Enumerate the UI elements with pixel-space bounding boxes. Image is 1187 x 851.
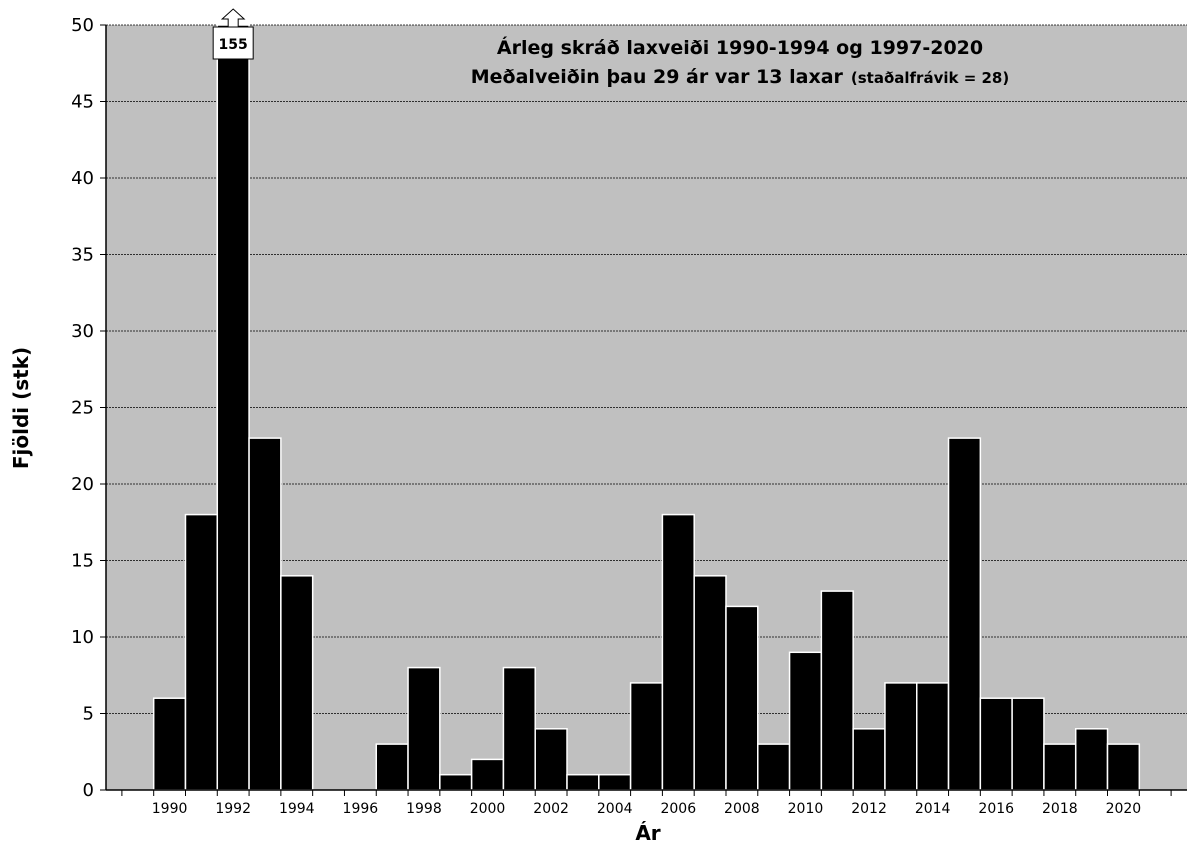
- bar: [947, 437, 982, 791]
- bar: [280, 575, 314, 791]
- bar: [566, 773, 600, 791]
- x-tick-label: 2000: [470, 801, 506, 817]
- y-tick-label: 10: [71, 627, 94, 648]
- x-tick-label: 2010: [788, 801, 824, 817]
- overflow-annotation: 155: [212, 8, 254, 60]
- bar: [1011, 697, 1045, 791]
- bar: [184, 513, 219, 791]
- bar: [852, 728, 886, 791]
- bar: [1043, 743, 1077, 791]
- bar: [502, 666, 536, 791]
- bar: [693, 575, 727, 791]
- y-ticks: 0 5 10 15 20 25 30 35 40 45 50: [71, 15, 106, 801]
- y-tick-label: 30: [71, 321, 94, 342]
- x-tick-label: 2008: [724, 801, 760, 817]
- bar: [598, 773, 632, 791]
- bars: [152, 24, 1141, 791]
- bar: [152, 697, 187, 791]
- chart-title-line2-small: (staðalfrávik = 28): [851, 69, 1009, 87]
- x-tick-label: 1996: [343, 801, 379, 817]
- x-tick-label: 1998: [406, 801, 442, 817]
- x-tick-label: 2012: [851, 801, 887, 817]
- y-tick-label: 35: [71, 245, 94, 266]
- bar: [375, 743, 409, 791]
- bar: [216, 24, 250, 791]
- x-tick-label: 1994: [279, 801, 315, 817]
- x-tick-label: 1992: [215, 801, 251, 817]
- y-tick-label: 40: [71, 168, 94, 189]
- bar: [757, 743, 791, 791]
- y-tick-label: 5: [83, 704, 94, 725]
- x-tick-label: 1990: [152, 801, 188, 817]
- x-ticks: 1990 1992 1994 1996 1998 2000 2002 2004 2006 2008…: [121, 790, 1172, 817]
- bar: [629, 682, 664, 791]
- bar: [1074, 728, 1109, 791]
- chart-title-line2-main: Meðalveiðin þau 29 ár var 13 laxar: [471, 66, 844, 88]
- x-tick-label: 2006: [660, 801, 696, 817]
- x-tick-label: 2002: [533, 801, 569, 817]
- chart-title-line2: Meðalveiðin þau 29 ár var 13 laxar (staða…: [471, 66, 1009, 88]
- y-tick-label: 0: [83, 780, 94, 801]
- x-tick-label: 2004: [597, 801, 633, 817]
- bar: [439, 773, 473, 791]
- y-tick-label: 25: [71, 398, 94, 419]
- x-axis-title: Ár: [635, 821, 660, 845]
- bar: [820, 590, 854, 791]
- y-tick-label: 45: [71, 92, 94, 113]
- bar: [884, 682, 918, 791]
- bar: [916, 682, 950, 791]
- gridlines: [106, 24, 1187, 714]
- x-tick-label: 2018: [1042, 801, 1078, 817]
- bar: [788, 651, 823, 791]
- x-tick-label: 2014: [915, 801, 951, 817]
- bar: [407, 666, 441, 791]
- y-tick-label: 50: [71, 15, 94, 36]
- overflow-arrow-icon: [220, 8, 246, 27]
- overflow-label-box: [212, 26, 254, 60]
- bar: [661, 513, 695, 791]
- bar: [1106, 743, 1141, 791]
- bar: [979, 697, 1013, 791]
- bar: [470, 758, 505, 791]
- bar: [534, 728, 568, 791]
- y-tick-label: 15: [71, 551, 94, 572]
- x-tick-label: 2016: [978, 801, 1014, 817]
- y-axis-title: Fjöldi (stk): [9, 347, 33, 469]
- x-tick-label: 2020: [1106, 801, 1142, 817]
- bar: [248, 437, 282, 791]
- y-tick-label: 20: [71, 474, 94, 495]
- overflow-value-label: 155: [219, 37, 248, 53]
- chart-title-line1: Árleg skráð laxveiði 1990-1994 og 1997-2…: [497, 36, 983, 59]
- bar: [725, 605, 759, 791]
